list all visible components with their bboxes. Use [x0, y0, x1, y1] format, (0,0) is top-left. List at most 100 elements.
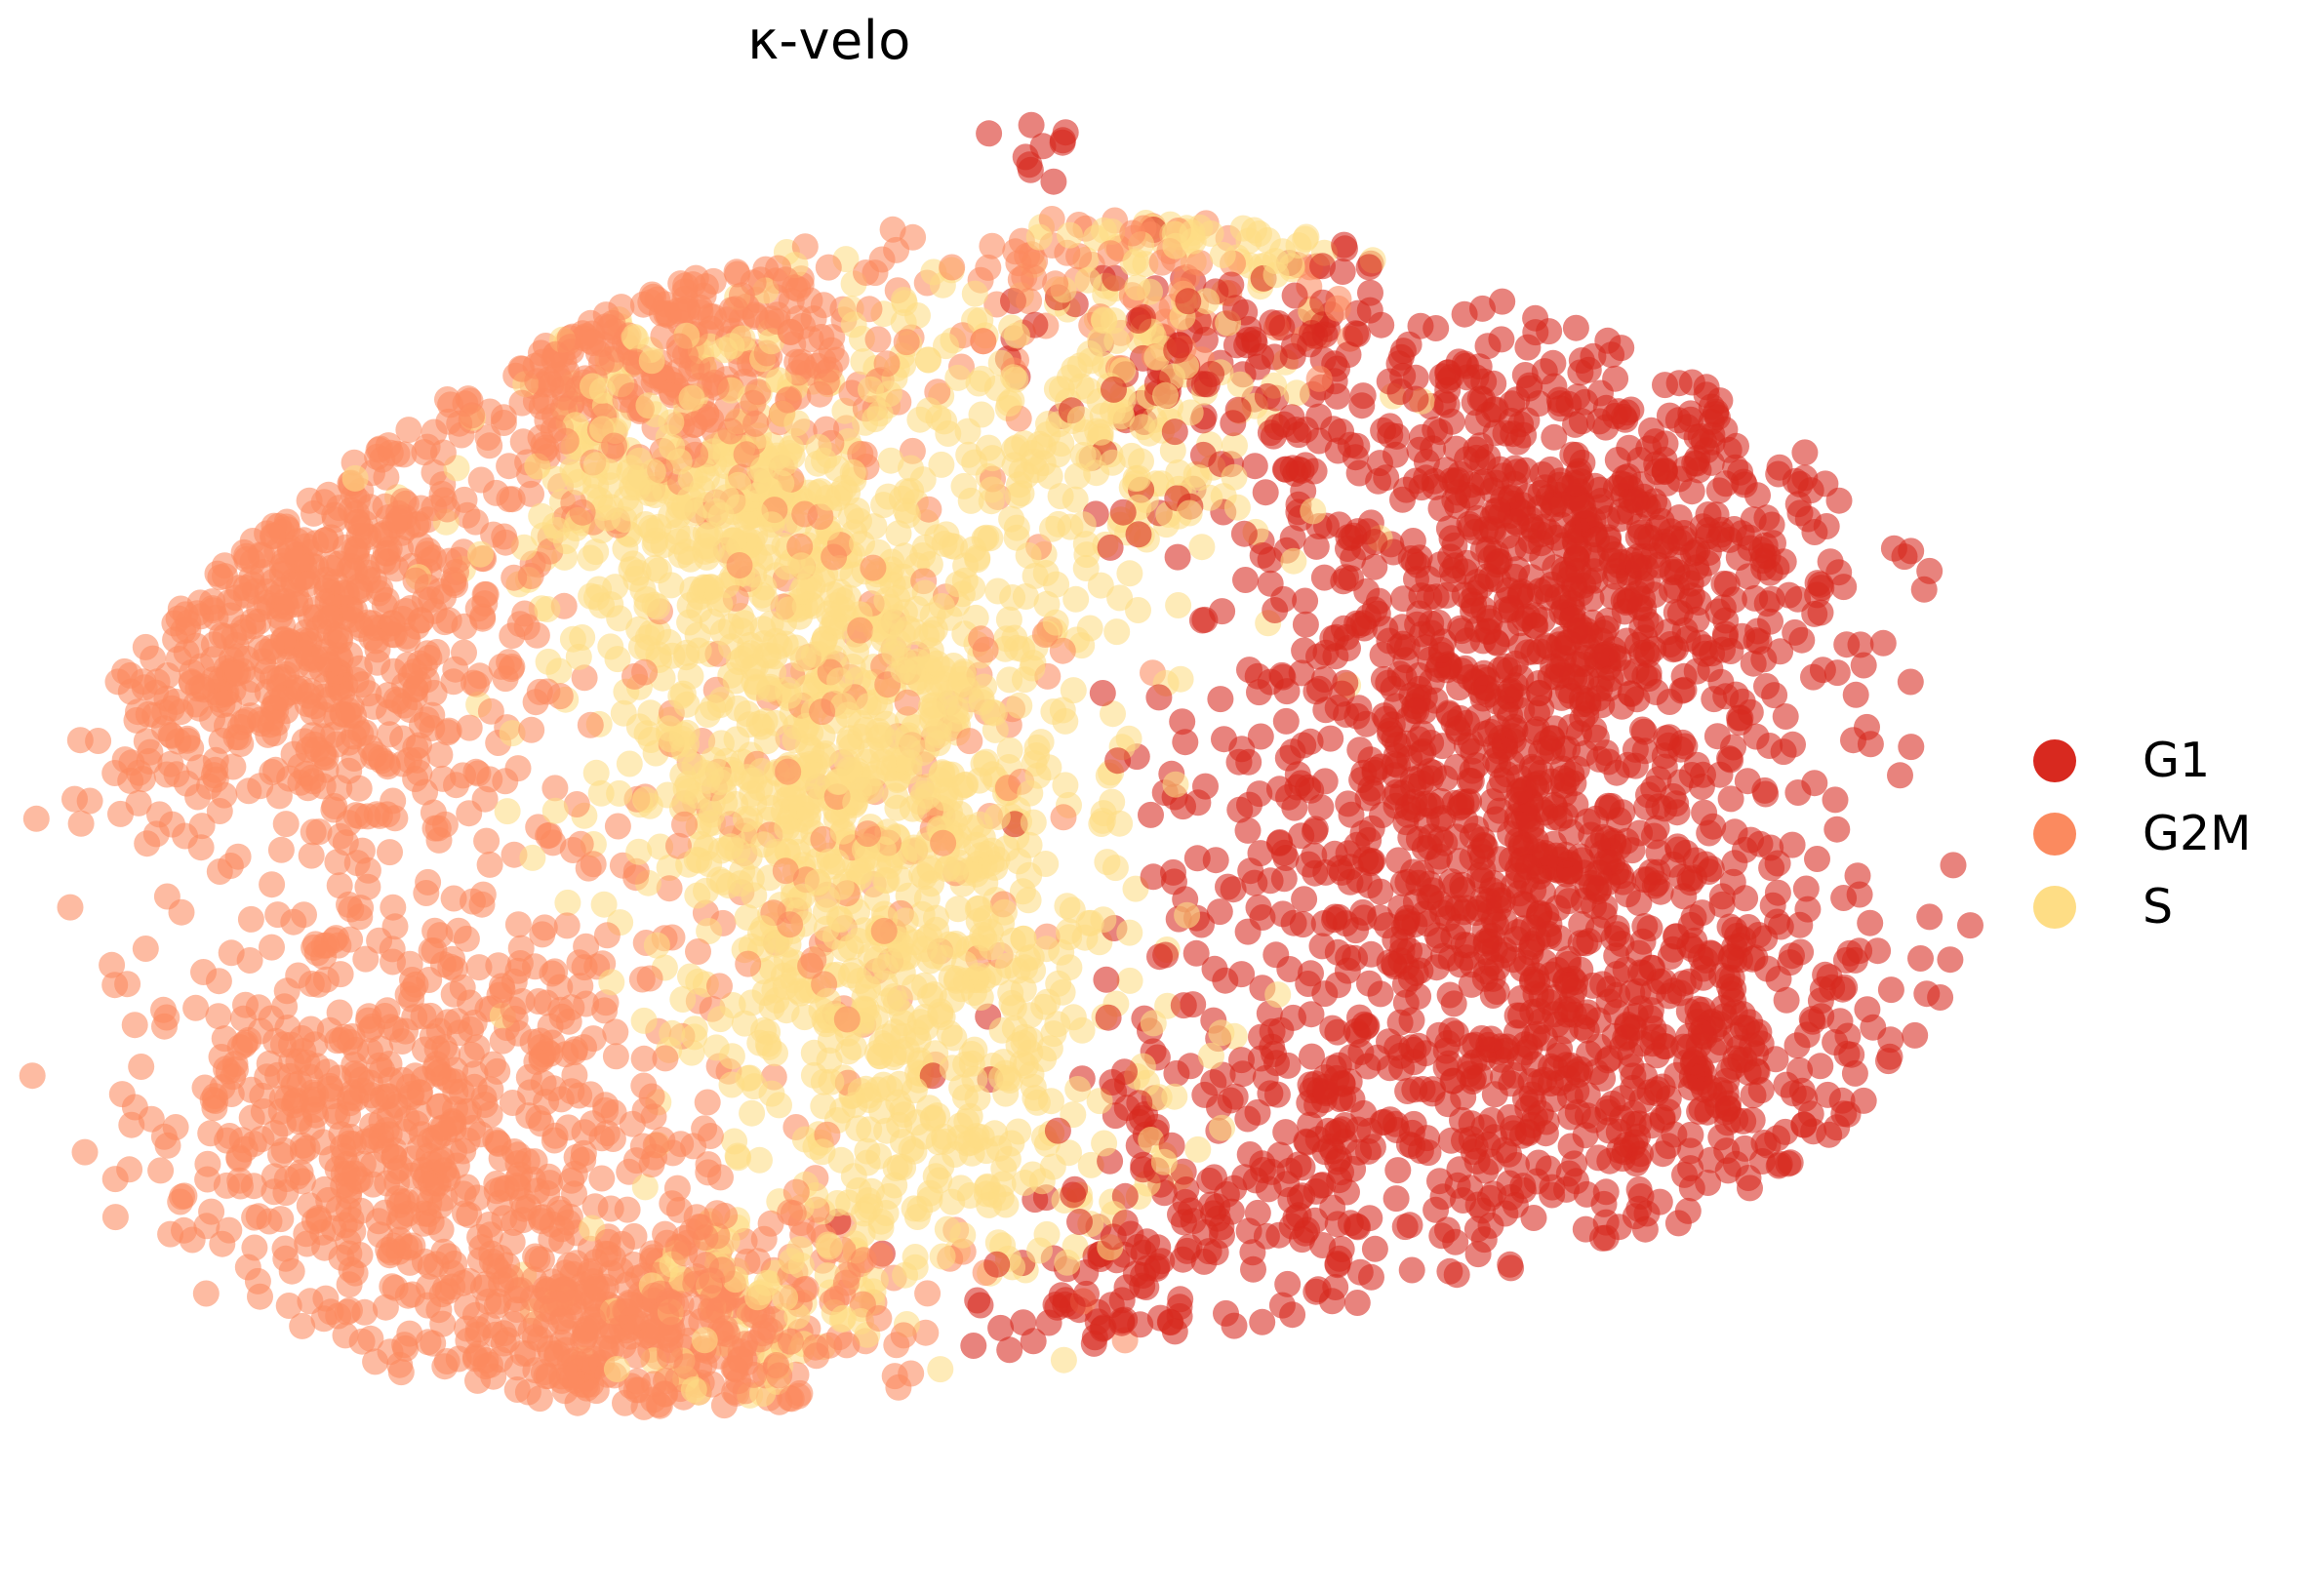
scatter-point: [1244, 1199, 1271, 1226]
scatter-point: [153, 883, 180, 910]
scatter-point: [630, 1045, 658, 1072]
scatter-point: [456, 714, 483, 741]
scatter-point: [1188, 534, 1216, 561]
scatter-point: [987, 1314, 1015, 1341]
scatter-point: [347, 1197, 375, 1224]
scatter-point: [1077, 909, 1104, 936]
scatter-point: [256, 1050, 283, 1077]
scatter-point: [496, 453, 523, 480]
scatter-point: [1002, 366, 1029, 393]
scatter-point: [1842, 681, 1869, 708]
scatter-point: [1140, 863, 1167, 891]
scatter-point: [1535, 1155, 1562, 1182]
scatter-point: [1625, 1175, 1653, 1203]
scatter-point: [818, 1068, 845, 1095]
scatter-point: [582, 759, 610, 786]
scatter-point: [602, 1018, 629, 1046]
scatter-point: [619, 1110, 646, 1137]
scatter-point: [1343, 1290, 1371, 1316]
scatter-point: [778, 1248, 805, 1275]
scatter-point: [1222, 432, 1248, 459]
scatter-point: [1687, 1018, 1714, 1046]
scatter-point: [57, 894, 84, 921]
scatter-point: [604, 646, 631, 673]
scatter-point: [118, 1111, 145, 1138]
scatter-point: [237, 905, 264, 933]
scatter-point: [1705, 526, 1733, 553]
scatter-point: [983, 804, 1011, 830]
scatter-point: [950, 472, 978, 499]
scatter-point: [1441, 872, 1468, 899]
scatter-point: [1387, 343, 1415, 371]
scatter-point: [1202, 847, 1229, 874]
scatter-point: [588, 1165, 616, 1192]
scatter-point: [710, 1392, 738, 1419]
scatter-point: [1786, 1056, 1814, 1084]
scatter-point: [99, 951, 126, 978]
scatter-point: [621, 323, 648, 350]
scatter-point: [602, 1043, 629, 1070]
scatter-point: [554, 889, 581, 916]
scatter-point: [1285, 1202, 1312, 1229]
scatter-point: [962, 604, 989, 631]
scatter-point: [1902, 1021, 1929, 1049]
scatter-point: [1102, 855, 1129, 882]
scatter-point: [1309, 253, 1336, 280]
scatter-point: [1592, 1178, 1620, 1206]
scatter-point: [939, 1055, 966, 1082]
scatter-point: [1302, 859, 1329, 887]
scatter-point: [944, 896, 972, 923]
scatter-point: [1721, 850, 1748, 877]
scatter-point: [528, 1246, 555, 1273]
scatter-point: [1274, 1052, 1302, 1079]
scatter-point: [1232, 567, 1259, 593]
scatter-point: [1019, 655, 1046, 682]
scatter-point: [1052, 119, 1079, 146]
scatter-point: [1404, 611, 1431, 638]
scatter-point: [1358, 1263, 1384, 1291]
scatter-point: [1060, 677, 1087, 704]
scatter-point: [1826, 1008, 1854, 1035]
scatter-point: [1279, 455, 1306, 482]
scatter-point: [504, 911, 532, 938]
scatter-point: [738, 865, 765, 893]
scatter-point: [19, 1062, 46, 1090]
scatter-point: [979, 232, 1006, 259]
scatter-point: [274, 1015, 301, 1041]
scatter-point: [1574, 1102, 1601, 1130]
scatter-point: [593, 922, 621, 949]
scatter-point: [656, 875, 683, 902]
scatter-point: [1185, 464, 1213, 492]
scatter-point: [1062, 486, 1089, 513]
scatter-point: [1335, 341, 1362, 369]
scatter-point: [1089, 680, 1116, 706]
scatter-point: [272, 811, 300, 838]
scatter-point: [1816, 1121, 1843, 1148]
scatter-point: [1169, 1246, 1196, 1273]
scatter-point: [401, 658, 428, 685]
scatter-point: [294, 1135, 321, 1162]
scatter-point: [1042, 609, 1069, 636]
scatter-point: [573, 933, 600, 960]
scatter-point: [1234, 918, 1262, 945]
scatter-point: [976, 120, 1003, 147]
scatter-point: [1186, 250, 1214, 277]
scatter-point: [1022, 562, 1049, 589]
scatter-point: [1097, 534, 1124, 561]
scatter-point: [1281, 282, 1308, 309]
scatter-point: [1338, 801, 1365, 828]
scatter-point: [1753, 504, 1781, 532]
scatter-point: [300, 818, 327, 846]
scatter-point: [915, 496, 942, 523]
scatter-point: [380, 894, 407, 921]
scatter-point: [634, 624, 661, 652]
scatter-point: [489, 1027, 516, 1055]
scatter-point: [1671, 1161, 1698, 1188]
scatter-point: [1916, 903, 1943, 931]
scatter-point: [1272, 1119, 1300, 1146]
scatter-point: [380, 787, 407, 815]
scatter-point: [264, 901, 292, 929]
scatter-point: [1003, 322, 1030, 349]
scatter-point: [1236, 1141, 1263, 1168]
scatter-point: [101, 1166, 129, 1193]
